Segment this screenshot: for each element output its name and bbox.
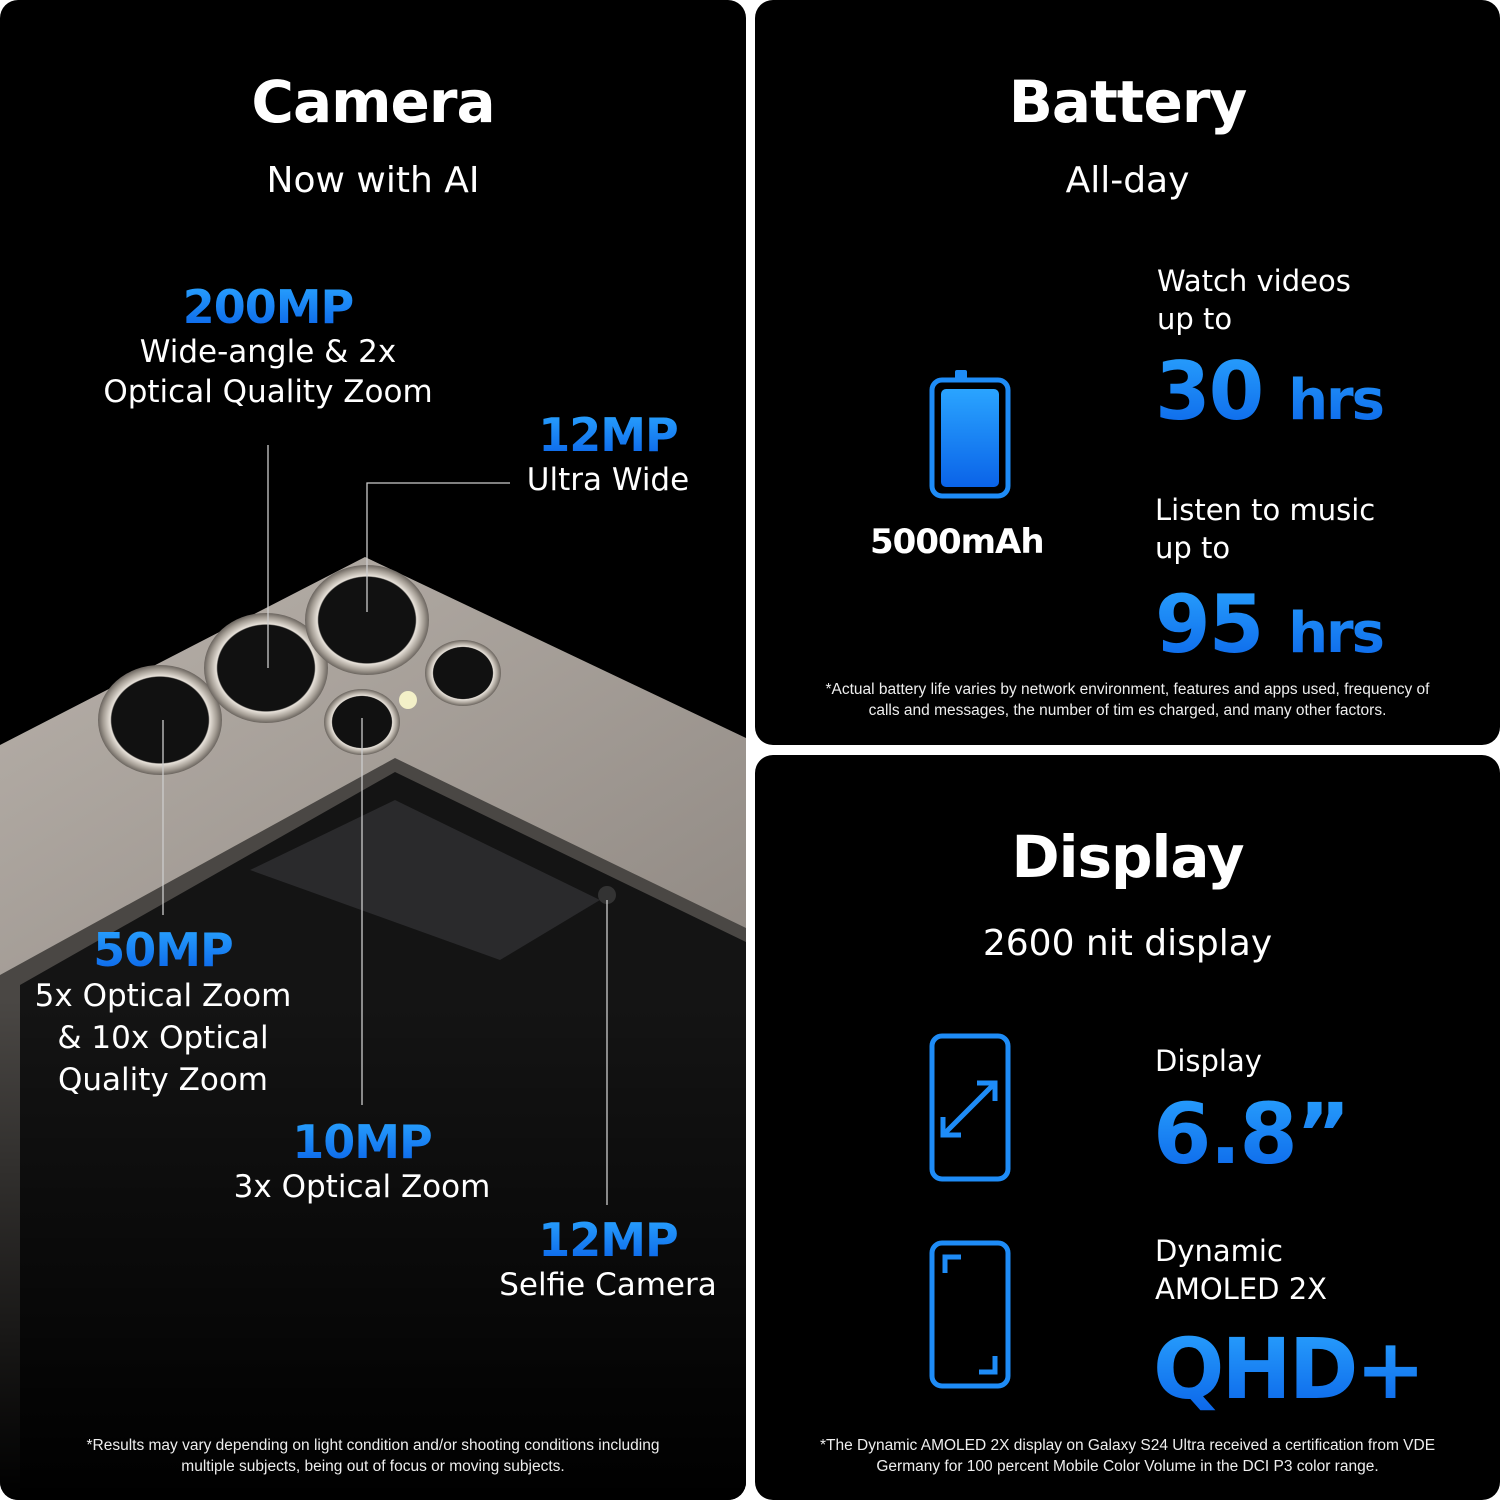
display-size-label: Display	[1155, 1044, 1262, 1078]
camera-title: Camera	[251, 68, 495, 136]
display-subtitle: 2600 nit display	[982, 923, 1273, 964]
display-type-label: Dynamic AMOLED 2X	[1155, 1234, 1328, 1306]
battery-panel: Battery All-day 5000mAh Watch videos up …	[755, 0, 1500, 745]
camera-panel: Camera Now with AI 200MP Wide-angle & 2x…	[0, 0, 746, 1500]
lens-12mp-selfie: 12MP Selfie Camera	[478, 1215, 738, 1305]
camera-footnote: *Results may vary depending on light con…	[86, 1437, 660, 1475]
display-footnote: *The Dynamic AMOLED 2X display on Galaxy…	[819, 1437, 1436, 1475]
qhd-display-icon	[929, 1240, 1011, 1389]
video-hours: 30 hrs	[1155, 345, 1384, 438]
video-label: Watch videos up to	[1157, 264, 1351, 336]
music-label: Listen to music up to	[1155, 493, 1376, 565]
leader-lines	[162, 445, 608, 1205]
display-title: Display	[1011, 823, 1244, 891]
lens-10mp: 10MP 3x Optical Zoom	[212, 1117, 512, 1207]
music-hours: 95 hrs	[1155, 578, 1384, 671]
camera-subtitle: Now with AI	[266, 160, 480, 201]
lens-200mp: 200MP Wide-angle & 2x Optical Quality Zo…	[68, 282, 468, 412]
battery-icon	[929, 370, 1011, 499]
battery-title: Battery	[1008, 68, 1248, 136]
screen-size-icon	[929, 1033, 1011, 1182]
display-resolution: QHD+	[1153, 1320, 1426, 1418]
lens-12mp-ultrawide: 12MP Ultra Wide	[508, 410, 708, 500]
battery-capacity: 5000mAh	[870, 522, 1045, 562]
display-panel: Display 2600 nit display Display 6.8” Dy…	[755, 755, 1500, 1500]
lens-50mp: 50MP 5x Optical Zoom & 10x Optical Quali…	[13, 925, 313, 1101]
display-size-value: 6.8”	[1153, 1085, 1351, 1183]
battery-subtitle: All-day	[1065, 160, 1190, 201]
phone-image	[0, 445, 746, 1500]
battery-footnote: *Actual battery life varies by network e…	[825, 681, 1430, 719]
